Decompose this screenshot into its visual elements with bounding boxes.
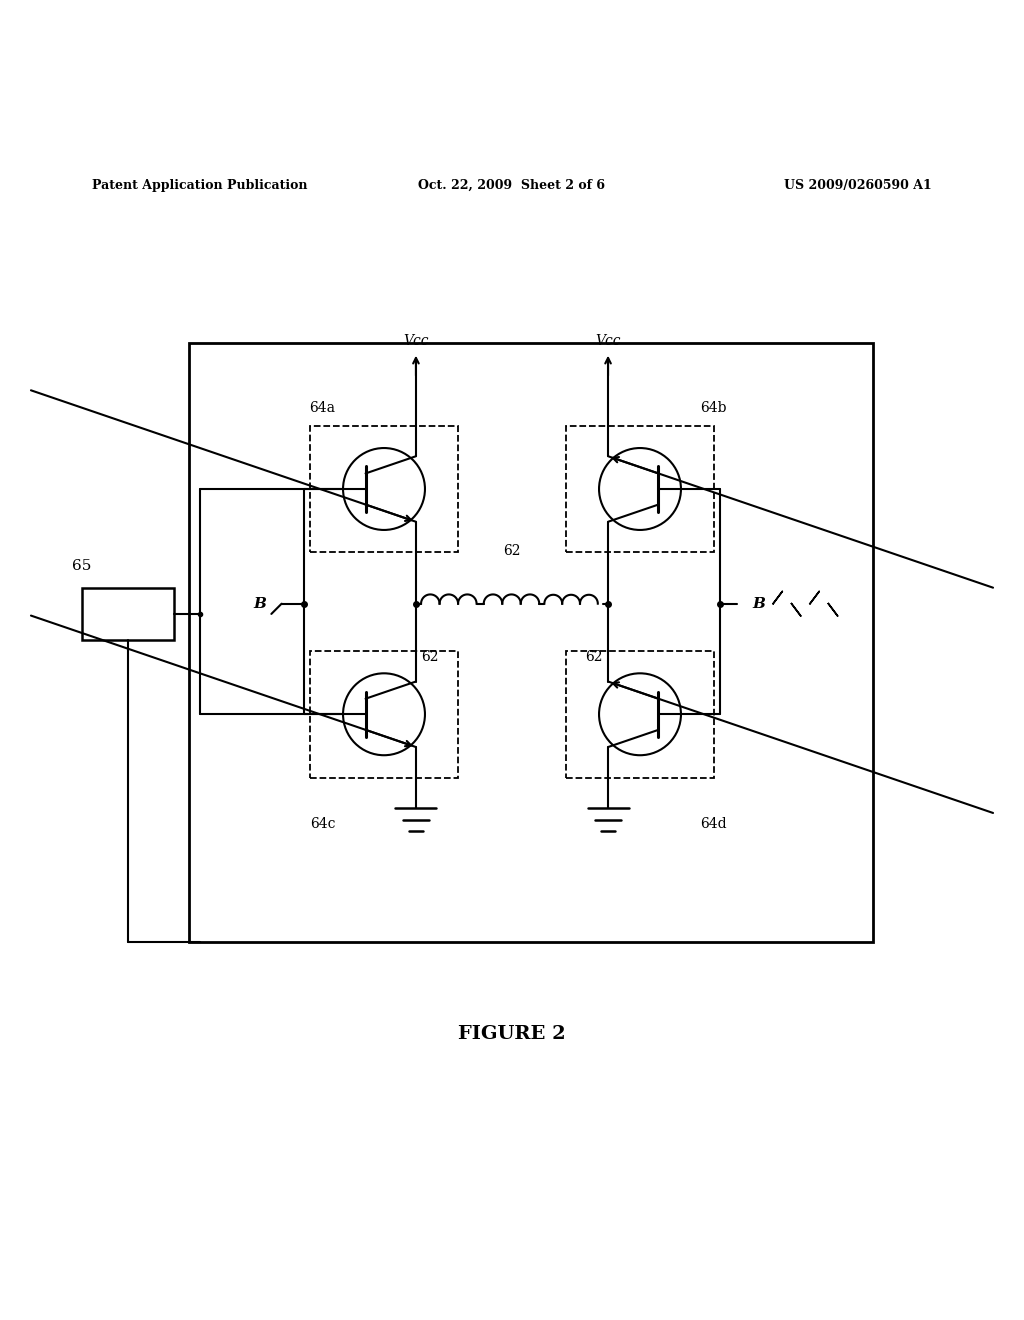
- Text: 64b: 64b: [700, 401, 727, 416]
- Text: 64c: 64c: [310, 817, 335, 830]
- Text: B: B: [753, 597, 766, 611]
- Text: FIGURE 2: FIGURE 2: [458, 1024, 566, 1043]
- Text: 64a: 64a: [309, 401, 336, 416]
- Text: Patent Application Publication: Patent Application Publication: [92, 178, 307, 191]
- Text: Vcc: Vcc: [595, 334, 621, 347]
- Text: 62: 62: [503, 544, 521, 557]
- Text: 65: 65: [72, 558, 91, 573]
- Text: 62: 62: [421, 649, 438, 664]
- Text: 64d: 64d: [700, 817, 727, 830]
- Bar: [189, 343, 873, 941]
- Bar: [566, 651, 714, 777]
- Text: B: B: [253, 597, 266, 611]
- Bar: [310, 651, 458, 777]
- Text: Oct. 22, 2009  Sheet 2 of 6: Oct. 22, 2009 Sheet 2 of 6: [419, 178, 605, 191]
- Text: US 2009/0260590 A1: US 2009/0260590 A1: [784, 178, 932, 191]
- Bar: [310, 425, 458, 553]
- Text: 62: 62: [586, 649, 603, 664]
- Text: Vcc: Vcc: [403, 334, 429, 347]
- Bar: [566, 425, 714, 553]
- Bar: [82, 589, 174, 639]
